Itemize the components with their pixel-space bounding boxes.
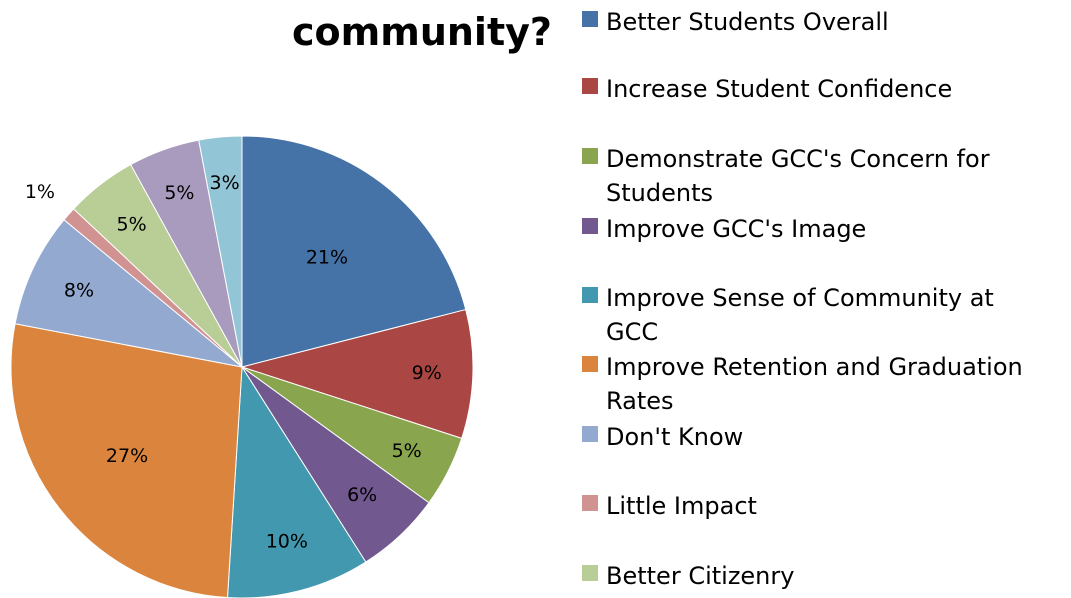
data-label-8: 1%: [25, 181, 55, 203]
pie-chart: 21% 9% 5% 6% 10% 27% 8% 1% 5% 5% 3%: [10, 135, 474, 598]
legend-label: Don't Know: [606, 423, 744, 451]
data-label-6: 27%: [106, 445, 148, 467]
pie-slice-2: [240, 308, 474, 440]
data-label-7: 8%: [64, 279, 94, 301]
pie-slice-6: [10, 323, 243, 598]
legend-swatch: [582, 78, 598, 94]
legend-swatch: [582, 565, 598, 581]
legend-swatch: [582, 426, 598, 442]
legend: Better Students Overall Increase Student …: [582, 0, 1071, 598]
legend-label: Better Students Overall: [606, 8, 889, 36]
data-label-2: 9%: [412, 362, 442, 384]
legend-swatch: [582, 287, 598, 303]
legend-swatch: [582, 495, 598, 511]
data-label-1: 21%: [306, 246, 348, 268]
data-label-3: 5%: [392, 440, 422, 462]
legend-label: Increase Student Confidence: [606, 75, 953, 103]
legend-label: Little Impact: [606, 492, 757, 520]
data-label-4: 6%: [347, 484, 377, 506]
pie-data-labels: 21% 9% 5% 6% 10% 27% 8% 1% 5% 5% 3%: [25, 172, 442, 552]
data-label-10: 5%: [164, 182, 194, 204]
chart-title: community?: [292, 10, 552, 54]
legend-label: Improve Retention and Graduation Rates: [606, 353, 1023, 415]
data-label-9: 5%: [116, 214, 146, 236]
pie-slice-1: [241, 135, 467, 368]
pie-slice-7: [14, 219, 243, 368]
legend-label: Better Citizenry: [606, 562, 795, 590]
legend-swatch: [582, 356, 598, 372]
data-label-5: 10%: [266, 531, 308, 553]
data-label-11: 3%: [210, 172, 240, 194]
legend-label: Demonstrate GCC's Concern for Students: [606, 145, 990, 207]
legend-swatch: [582, 11, 598, 27]
pie-slice-11: [198, 135, 243, 368]
legend-label: Improve GCC's Image: [606, 215, 867, 243]
legend-label: Improve Sense of Community at GCC: [606, 284, 994, 346]
legend-swatch: [582, 148, 598, 164]
legend-swatch: [582, 218, 598, 234]
pie-slices: [10, 135, 474, 598]
